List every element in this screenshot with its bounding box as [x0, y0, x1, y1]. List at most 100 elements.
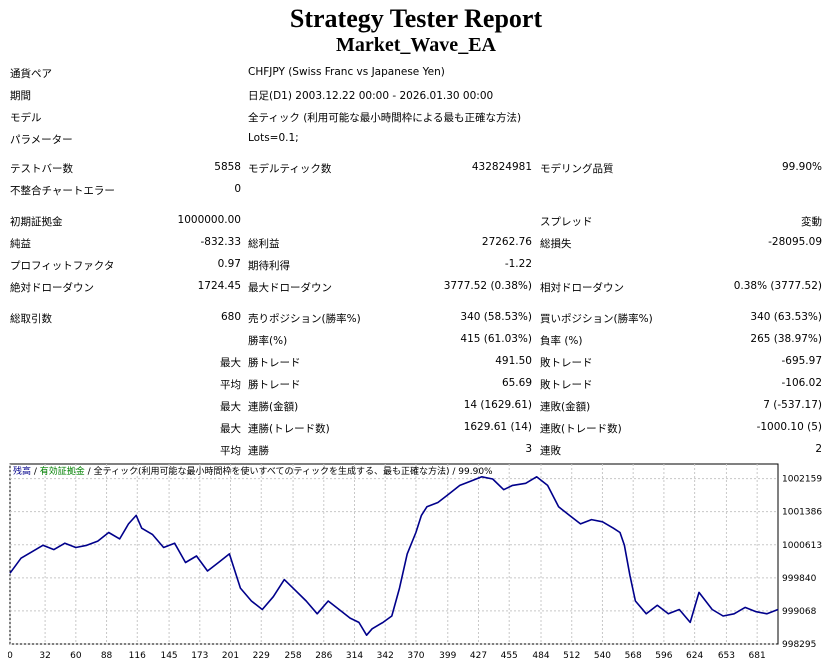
x-tick-label: 314 — [346, 651, 363, 661]
balance-chart: 1002159 1001386 1000613 999840 999068 998295 0… — [8, 462, 828, 662]
long-label: 買いポジション(勝率%) — [540, 313, 653, 325]
ticks-label: モデルティック数 — [248, 163, 332, 175]
max-label: 最大 — [220, 401, 241, 413]
net-value: -832.33 — [200, 236, 241, 248]
stats-row-pf: プロフィットファクタ 0.97 期待利得 -1.22 — [0, 255, 832, 275]
win-value: 415 (61.03%) — [460, 333, 532, 345]
rel-dd-label: 相対ドローダウン — [540, 282, 624, 294]
stats-row-trades: 総取引数 680 売りポジション(勝率%) 340 (58.53%) 買いポジシ… — [0, 308, 832, 328]
trades-label: 総取引数 — [10, 313, 52, 325]
x-tick-label: 258 — [284, 651, 301, 661]
rel-dd-value: 0.38% (3777.52) — [733, 280, 822, 292]
gross-profit-value: 27262.76 — [481, 236, 532, 248]
y-tick-label: 1000613 — [782, 541, 822, 551]
stats-row-avg-consecutive: 平均 連勝 3 連敗 2 — [0, 440, 832, 460]
legend-separator: / — [449, 467, 459, 477]
max-cons-profit-value: 1629.61 (14) — [463, 421, 532, 433]
x-tick-label: 568 — [625, 651, 642, 661]
x-tick-label: 229 — [253, 651, 270, 661]
x-tick-label: 399 — [439, 651, 456, 661]
expert-name: Market_Wave_EA — [336, 34, 496, 56]
gross-profit-label: 総利益 — [248, 238, 280, 250]
max-cons-lossamt-label: 連敗(トレード数) — [540, 423, 622, 435]
stats-row-average: 平均 勝トレード 65.69 敗トレード -106.02 — [0, 374, 832, 394]
x-tick-label: 201 — [222, 651, 239, 661]
x-tick-label: 653 — [718, 651, 735, 661]
x-tick-label: 286 — [315, 651, 332, 661]
legend-balance: 残高 — [13, 467, 32, 477]
stats-row-max-consecutive-count: 最大 連勝(トレード数) 1629.61 (14) 連敗(トレード数) -100… — [0, 418, 832, 438]
abs-dd-value: 1724.45 — [197, 280, 241, 292]
gross-loss-value: -28095.09 — [768, 236, 822, 248]
long-value: 340 (63.53%) — [750, 311, 822, 323]
max-label: 最大 — [220, 423, 241, 435]
max-cons-profit-label: 連勝(トレード数) — [248, 423, 330, 435]
plot-frame — [9, 463, 779, 645]
info-value: 全ティック (利用可能な最小時間枠による最も正確な方法) — [248, 112, 522, 124]
net-label: 純益 — [10, 238, 31, 250]
avg-cons-loss-label: 連敗 — [540, 445, 561, 457]
largest-win-value: 491.50 — [495, 355, 532, 367]
max-cons-loss-label: 連敗(金額) — [540, 401, 591, 413]
ticks-value: 432824981 — [471, 161, 532, 173]
avg-label: 平均 — [220, 379, 241, 391]
stats-row-mismatch: 不整合チャートエラー 0 — [0, 180, 832, 200]
info-label: モデル — [10, 112, 42, 124]
x-tick-label: 624 — [686, 651, 703, 661]
info-row-period: 期間 日足(D1) 2003.12.22 00:00 - 2026.01.30 … — [0, 85, 832, 105]
y-tick-label: 999840 — [782, 574, 817, 584]
x-tick-label: 596 — [655, 651, 672, 661]
y-tick-label: 998295 — [782, 640, 816, 650]
avg-loss-value: -106.02 — [781, 377, 822, 389]
info-label: 期間 — [10, 90, 31, 102]
legend-quality: 99.90% — [458, 467, 493, 477]
x-tick-label: 32 — [39, 651, 50, 661]
info-label: 通貨ペア — [10, 68, 52, 80]
y-tick-label: 1001386 — [782, 508, 822, 518]
spread-label: スプレッド — [540, 216, 593, 228]
info-value: Lots=0.1; — [248, 132, 299, 144]
stats-row-max-consecutive: 最大 連勝(金額) 14 (1629.61) 連敗(金額) 7 (-537.17… — [0, 396, 832, 416]
avg-cons-win-value: 3 — [525, 443, 532, 455]
avg-label: 平均 — [220, 445, 241, 457]
y-tick-label: 1002159 — [782, 475, 822, 485]
largest-loss-value: -695.97 — [781, 355, 822, 367]
avg-win-label: 勝トレード — [248, 379, 301, 391]
pf-value: 0.97 — [217, 258, 241, 270]
avg-cons-win-label: 連勝 — [248, 445, 269, 457]
loss-label: 負率 (%) — [540, 335, 583, 347]
avg-cons-loss-value: 2 — [815, 443, 822, 455]
short-label: 売りポジション(勝率%) — [248, 313, 361, 325]
info-row-symbol: 通貨ペア CHFJPY (Swiss Franc vs Japanese Yen… — [0, 63, 832, 83]
stats-row-net: 純益 -832.33 総利益 27262.76 総損失 -28095.09 — [0, 233, 832, 253]
max-dd-value: 3777.52 (0.38%) — [443, 280, 532, 292]
x-tick-label: 173 — [191, 651, 208, 661]
report-title: Strategy Tester Report — [289, 4, 543, 33]
x-tick-label: 681 — [749, 651, 766, 661]
info-value: 日足(D1) 2003.12.22 00:00 - 2026.01.30 00:… — [248, 90, 494, 102]
x-tick-label: 342 — [377, 651, 394, 661]
stats-row-largest: 最大 勝トレード 491.50 敗トレード -695.97 — [0, 352, 832, 372]
quality-label: モデリング品質 — [540, 163, 614, 175]
win-label: 勝率(%) — [248, 335, 288, 347]
stats-row-winrate: 勝率(%) 415 (61.03%) 負率 (%) 265 (38.97%) — [0, 330, 832, 350]
mismatch-label: 不整合チャートエラー — [10, 185, 115, 197]
max-dd-label: 最大ドローダウン — [248, 282, 332, 294]
y-tick-label: 999068 — [782, 607, 817, 617]
spread-value: 変動 — [801, 216, 822, 228]
max-cons-win-label: 連勝(金額) — [248, 401, 299, 413]
max-cons-loss-value: 7 (-537.17) — [763, 399, 822, 411]
x-tick-label: 512 — [563, 651, 580, 661]
legend-model: 全ティック(利用可能な最小時間枠を使いすべてのティックを生成する、最も正確な方法… — [93, 467, 450, 477]
deposit-value: 1000000.00 — [177, 214, 241, 226]
stats-row-drawdown: 絶対ドローダウン 1724.45 最大ドローダウン 3777.52 (0.38%… — [0, 277, 832, 297]
x-tick-label: 116 — [129, 651, 146, 661]
avg-win-value: 65.69 — [501, 377, 532, 389]
avg-loss-label: 敗トレード — [540, 379, 593, 391]
info-value: CHFJPY (Swiss Franc vs Japanese Yen) — [248, 66, 445, 78]
max-label: 最大 — [220, 357, 241, 369]
legend-separator: / — [84, 467, 94, 477]
info-label: パラメーター — [10, 134, 73, 146]
gross-loss-label: 総損失 — [540, 238, 572, 250]
chart-legend: 残高 / 有効証拠金 / 全ティック(利用可能な最小時間枠を使いすべてのティック… — [13, 464, 493, 477]
